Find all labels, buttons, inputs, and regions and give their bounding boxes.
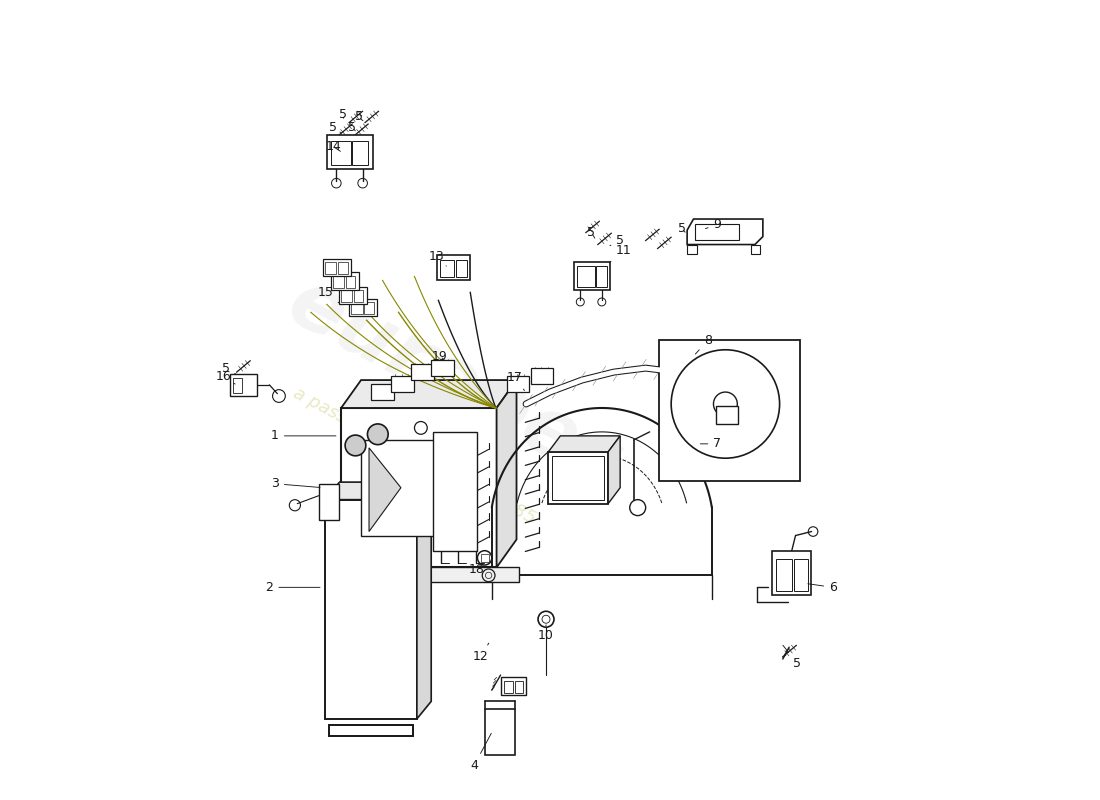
Text: 6: 6 bbox=[807, 581, 837, 594]
Bar bbox=[485, 709, 515, 754]
Text: 10: 10 bbox=[538, 625, 554, 642]
Text: 13: 13 bbox=[429, 250, 447, 266]
Bar bbox=[440, 260, 454, 278]
Bar bbox=[437, 255, 471, 281]
Bar bbox=[552, 456, 604, 500]
Bar bbox=[716, 406, 738, 424]
Circle shape bbox=[629, 500, 646, 515]
Bar bbox=[322, 259, 351, 277]
Circle shape bbox=[415, 422, 427, 434]
Circle shape bbox=[714, 392, 737, 416]
Text: 4: 4 bbox=[471, 734, 492, 772]
Bar bbox=[455, 260, 468, 278]
Text: 11: 11 bbox=[609, 244, 631, 262]
Bar bbox=[481, 554, 488, 562]
Bar bbox=[341, 567, 519, 582]
Text: 5: 5 bbox=[354, 110, 363, 123]
Bar bbox=[713, 438, 727, 450]
Bar bbox=[326, 500, 417, 719]
Bar bbox=[596, 266, 606, 286]
Text: 15: 15 bbox=[317, 286, 339, 302]
Bar bbox=[372, 384, 394, 400]
Bar bbox=[574, 262, 609, 290]
Bar bbox=[345, 276, 355, 287]
Bar bbox=[776, 559, 792, 591]
Text: 8: 8 bbox=[695, 334, 712, 354]
Bar bbox=[341, 408, 496, 567]
Polygon shape bbox=[341, 380, 517, 408]
Bar bbox=[659, 340, 800, 481]
Polygon shape bbox=[549, 436, 620, 452]
Bar bbox=[338, 262, 348, 274]
Text: europes: europes bbox=[274, 263, 635, 505]
Polygon shape bbox=[496, 380, 517, 567]
Bar bbox=[549, 452, 608, 504]
Text: 5: 5 bbox=[783, 646, 801, 670]
Text: 7: 7 bbox=[701, 438, 722, 450]
Text: 2: 2 bbox=[265, 581, 320, 594]
Bar bbox=[339, 286, 366, 304]
Bar bbox=[349, 298, 377, 316]
Bar bbox=[695, 224, 739, 240]
Bar bbox=[352, 302, 363, 314]
Text: a passion for parts since 1985: a passion for parts since 1985 bbox=[290, 384, 539, 527]
Polygon shape bbox=[688, 219, 763, 245]
Text: 5: 5 bbox=[678, 222, 685, 235]
Text: 5: 5 bbox=[329, 121, 341, 134]
Bar bbox=[432, 432, 476, 551]
Polygon shape bbox=[608, 436, 620, 504]
Text: 16: 16 bbox=[216, 370, 235, 384]
Bar bbox=[331, 141, 352, 165]
Bar bbox=[327, 135, 373, 169]
Text: 5: 5 bbox=[221, 362, 236, 374]
Bar bbox=[771, 551, 812, 595]
Text: 12: 12 bbox=[473, 643, 488, 663]
Circle shape bbox=[345, 435, 366, 456]
Bar bbox=[341, 290, 352, 302]
Text: 18: 18 bbox=[469, 562, 485, 575]
Text: 17: 17 bbox=[506, 371, 525, 390]
Bar bbox=[531, 368, 553, 384]
Circle shape bbox=[671, 350, 780, 458]
Bar bbox=[333, 276, 344, 287]
Bar bbox=[411, 364, 433, 380]
Bar bbox=[431, 360, 453, 376]
Bar bbox=[319, 484, 339, 519]
Bar bbox=[331, 273, 359, 290]
Bar bbox=[233, 378, 242, 393]
Text: 5: 5 bbox=[587, 226, 595, 239]
Bar bbox=[392, 376, 414, 392]
Bar bbox=[361, 440, 441, 535]
Bar bbox=[507, 376, 529, 392]
Bar bbox=[515, 681, 522, 693]
Text: 5: 5 bbox=[339, 108, 346, 121]
Bar bbox=[352, 141, 368, 165]
Text: 9: 9 bbox=[705, 218, 722, 231]
Bar bbox=[500, 678, 526, 695]
Polygon shape bbox=[417, 482, 431, 719]
Text: 19: 19 bbox=[432, 350, 448, 362]
Text: 3: 3 bbox=[271, 478, 320, 490]
Bar bbox=[794, 559, 807, 591]
Text: 5: 5 bbox=[349, 121, 356, 134]
Text: 14: 14 bbox=[326, 140, 341, 153]
Bar bbox=[230, 374, 257, 396]
Bar bbox=[504, 681, 514, 693]
Bar bbox=[688, 245, 696, 254]
Bar bbox=[354, 290, 363, 302]
Bar bbox=[578, 266, 595, 286]
Polygon shape bbox=[368, 448, 400, 531]
Text: 5: 5 bbox=[609, 234, 624, 247]
Bar bbox=[364, 302, 374, 314]
Circle shape bbox=[695, 436, 711, 452]
Bar bbox=[326, 262, 337, 274]
Circle shape bbox=[367, 424, 388, 445]
Text: 1: 1 bbox=[271, 430, 336, 442]
Polygon shape bbox=[326, 482, 431, 500]
Bar bbox=[751, 245, 760, 254]
Bar bbox=[329, 726, 412, 737]
